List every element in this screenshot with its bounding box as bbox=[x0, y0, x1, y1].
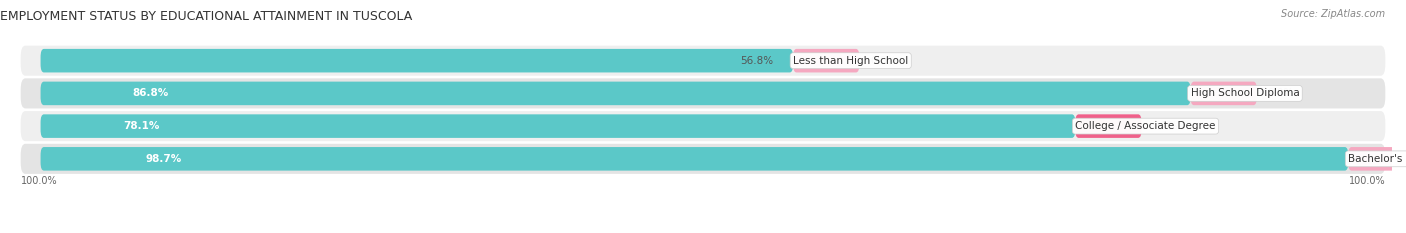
Text: Less than High School: Less than High School bbox=[793, 56, 908, 66]
FancyBboxPatch shape bbox=[41, 82, 1191, 105]
FancyBboxPatch shape bbox=[793, 49, 859, 72]
FancyBboxPatch shape bbox=[1076, 114, 1142, 138]
Text: 86.8%: 86.8% bbox=[132, 88, 169, 98]
Text: Source: ZipAtlas.com: Source: ZipAtlas.com bbox=[1281, 9, 1385, 19]
FancyBboxPatch shape bbox=[21, 144, 1385, 174]
FancyBboxPatch shape bbox=[1348, 147, 1406, 171]
Text: 78.1%: 78.1% bbox=[124, 121, 160, 131]
FancyBboxPatch shape bbox=[41, 147, 1348, 171]
FancyBboxPatch shape bbox=[21, 46, 1385, 76]
Text: Bachelor's Degree or higher: Bachelor's Degree or higher bbox=[1348, 154, 1406, 164]
Text: 56.8%: 56.8% bbox=[740, 56, 773, 66]
Text: College / Associate Degree: College / Associate Degree bbox=[1076, 121, 1216, 131]
Text: 98.7%: 98.7% bbox=[145, 154, 181, 164]
Text: 0.0%: 0.0% bbox=[1267, 88, 1294, 98]
FancyBboxPatch shape bbox=[21, 78, 1385, 108]
Text: 100.0%: 100.0% bbox=[1348, 176, 1385, 186]
Text: 0.0%: 0.0% bbox=[870, 56, 896, 66]
FancyBboxPatch shape bbox=[1191, 82, 1257, 105]
Text: High School Diploma: High School Diploma bbox=[1191, 88, 1299, 98]
Text: 100.0%: 100.0% bbox=[21, 176, 58, 186]
Text: EMPLOYMENT STATUS BY EDUCATIONAL ATTAINMENT IN TUSCOLA: EMPLOYMENT STATUS BY EDUCATIONAL ATTAINM… bbox=[0, 10, 412, 23]
Text: 1.1%: 1.1% bbox=[1152, 121, 1178, 131]
FancyBboxPatch shape bbox=[41, 114, 1076, 138]
FancyBboxPatch shape bbox=[21, 111, 1385, 141]
FancyBboxPatch shape bbox=[41, 49, 793, 72]
